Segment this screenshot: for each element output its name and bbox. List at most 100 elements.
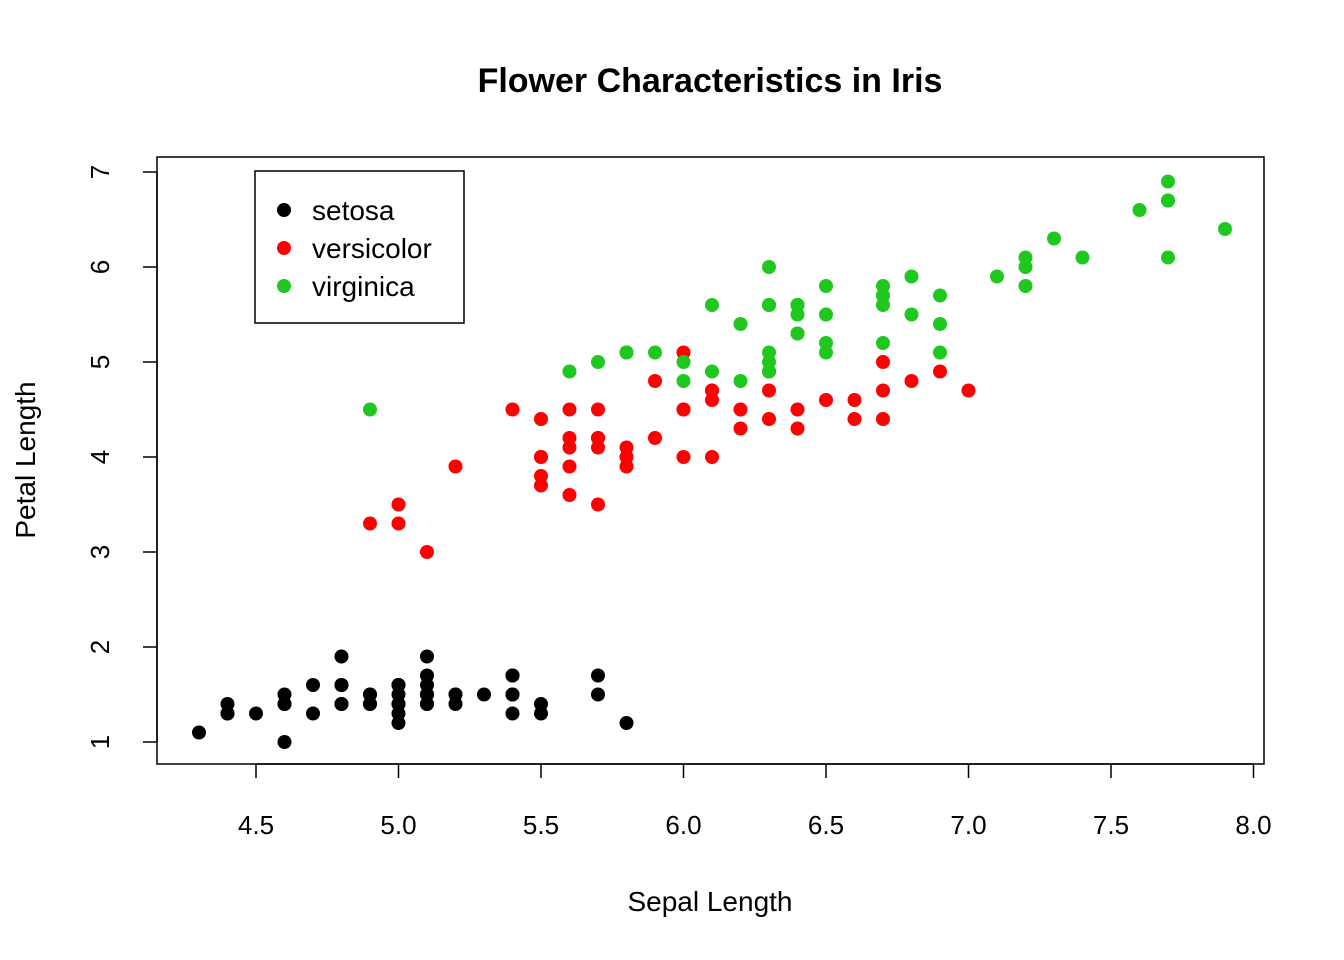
data-point xyxy=(819,393,833,407)
data-point xyxy=(819,307,833,322)
data-point xyxy=(1161,174,1175,189)
data-point xyxy=(306,678,320,692)
data-point xyxy=(334,649,349,664)
data-point xyxy=(562,431,577,445)
data-point xyxy=(277,735,292,749)
data-point xyxy=(334,678,349,692)
data-point xyxy=(733,374,748,388)
data-point xyxy=(648,345,662,360)
legend-marker-versicolor xyxy=(277,241,291,255)
data-point xyxy=(933,288,947,303)
data-point xyxy=(676,355,691,369)
data-point xyxy=(591,440,605,455)
y-axis: 1 2 3 4 5 6 7 xyxy=(85,165,158,749)
data-point xyxy=(391,678,406,692)
data-point xyxy=(505,668,520,683)
data-point xyxy=(562,402,577,417)
data-point xyxy=(904,374,919,388)
data-point xyxy=(391,697,406,711)
data-point xyxy=(762,412,776,426)
data-point xyxy=(876,355,890,369)
data-point xyxy=(904,269,919,284)
data-point xyxy=(1132,203,1147,217)
x-tick-label: 8.0 xyxy=(1235,810,1271,840)
chart-title: Flower Characteristics in Iris xyxy=(478,62,943,100)
data-point xyxy=(1218,222,1232,236)
data-point xyxy=(249,706,263,721)
data-point xyxy=(733,421,748,436)
data-point xyxy=(363,516,377,531)
data-point xyxy=(534,706,548,721)
data-point xyxy=(591,687,605,702)
data-point xyxy=(762,260,776,274)
data-point xyxy=(534,412,548,426)
data-point xyxy=(448,687,463,702)
data-point xyxy=(790,326,805,341)
data-point xyxy=(1161,193,1175,208)
data-point xyxy=(847,412,862,426)
data-point xyxy=(591,497,605,512)
data-point xyxy=(420,678,434,692)
data-point xyxy=(648,374,662,388)
data-point xyxy=(505,402,520,417)
data-point xyxy=(847,393,862,407)
data-point xyxy=(676,374,691,388)
data-point xyxy=(619,450,634,464)
data-point xyxy=(1018,260,1033,274)
data-point xyxy=(733,402,748,417)
data-point xyxy=(705,450,719,464)
data-point xyxy=(505,706,520,721)
x-tick-label: 7.0 xyxy=(950,810,986,840)
x-axis-label: Sepal Length xyxy=(627,886,792,917)
data-point xyxy=(562,459,577,474)
data-point xyxy=(1161,250,1175,265)
x-tick-label: 5.5 xyxy=(523,810,559,840)
x-tick-label: 7.5 xyxy=(1093,810,1129,840)
data-point xyxy=(819,336,833,350)
x-tick-label: 6.0 xyxy=(665,810,701,840)
data-point xyxy=(933,317,947,331)
legend-label-setosa: setosa xyxy=(312,195,395,226)
data-point xyxy=(762,298,776,312)
data-point xyxy=(933,364,947,379)
data-point xyxy=(733,317,748,331)
y-tick-label: 3 xyxy=(85,545,115,559)
data-point xyxy=(591,668,605,683)
data-point xyxy=(876,288,890,303)
data-point xyxy=(334,697,349,711)
data-point xyxy=(762,383,776,398)
y-tick-label: 6 xyxy=(85,260,115,274)
data-point xyxy=(562,488,577,502)
y-tick-label: 1 xyxy=(85,735,115,749)
data-point xyxy=(192,725,206,740)
data-point xyxy=(391,516,406,531)
data-point xyxy=(705,298,719,312)
data-point xyxy=(904,307,919,322)
x-tick-label: 6.5 xyxy=(808,810,844,840)
legend-marker-setosa xyxy=(277,203,291,217)
data-point xyxy=(363,402,377,417)
x-tick-label: 5.0 xyxy=(380,810,416,840)
data-point xyxy=(876,383,890,398)
data-point xyxy=(762,355,776,369)
data-point xyxy=(790,307,805,322)
legend-marker-virginica xyxy=(277,279,291,293)
data-point xyxy=(363,697,377,711)
data-point xyxy=(819,279,833,293)
y-axis-label: Petal Length xyxy=(10,381,41,538)
data-point xyxy=(534,450,548,464)
data-point xyxy=(705,393,719,407)
data-point xyxy=(1075,250,1090,265)
data-point xyxy=(933,345,947,360)
data-point xyxy=(477,687,491,702)
legend-label-versicolor: versicolor xyxy=(312,233,432,264)
y-tick-label: 4 xyxy=(85,450,115,464)
data-point xyxy=(961,383,976,398)
data-point xyxy=(391,497,406,512)
data-point xyxy=(220,706,235,721)
data-point xyxy=(676,450,691,464)
data-point xyxy=(876,412,890,426)
data-point xyxy=(990,269,1004,284)
legend: setosa versicolor virginica xyxy=(254,170,465,324)
data-point xyxy=(876,336,890,350)
